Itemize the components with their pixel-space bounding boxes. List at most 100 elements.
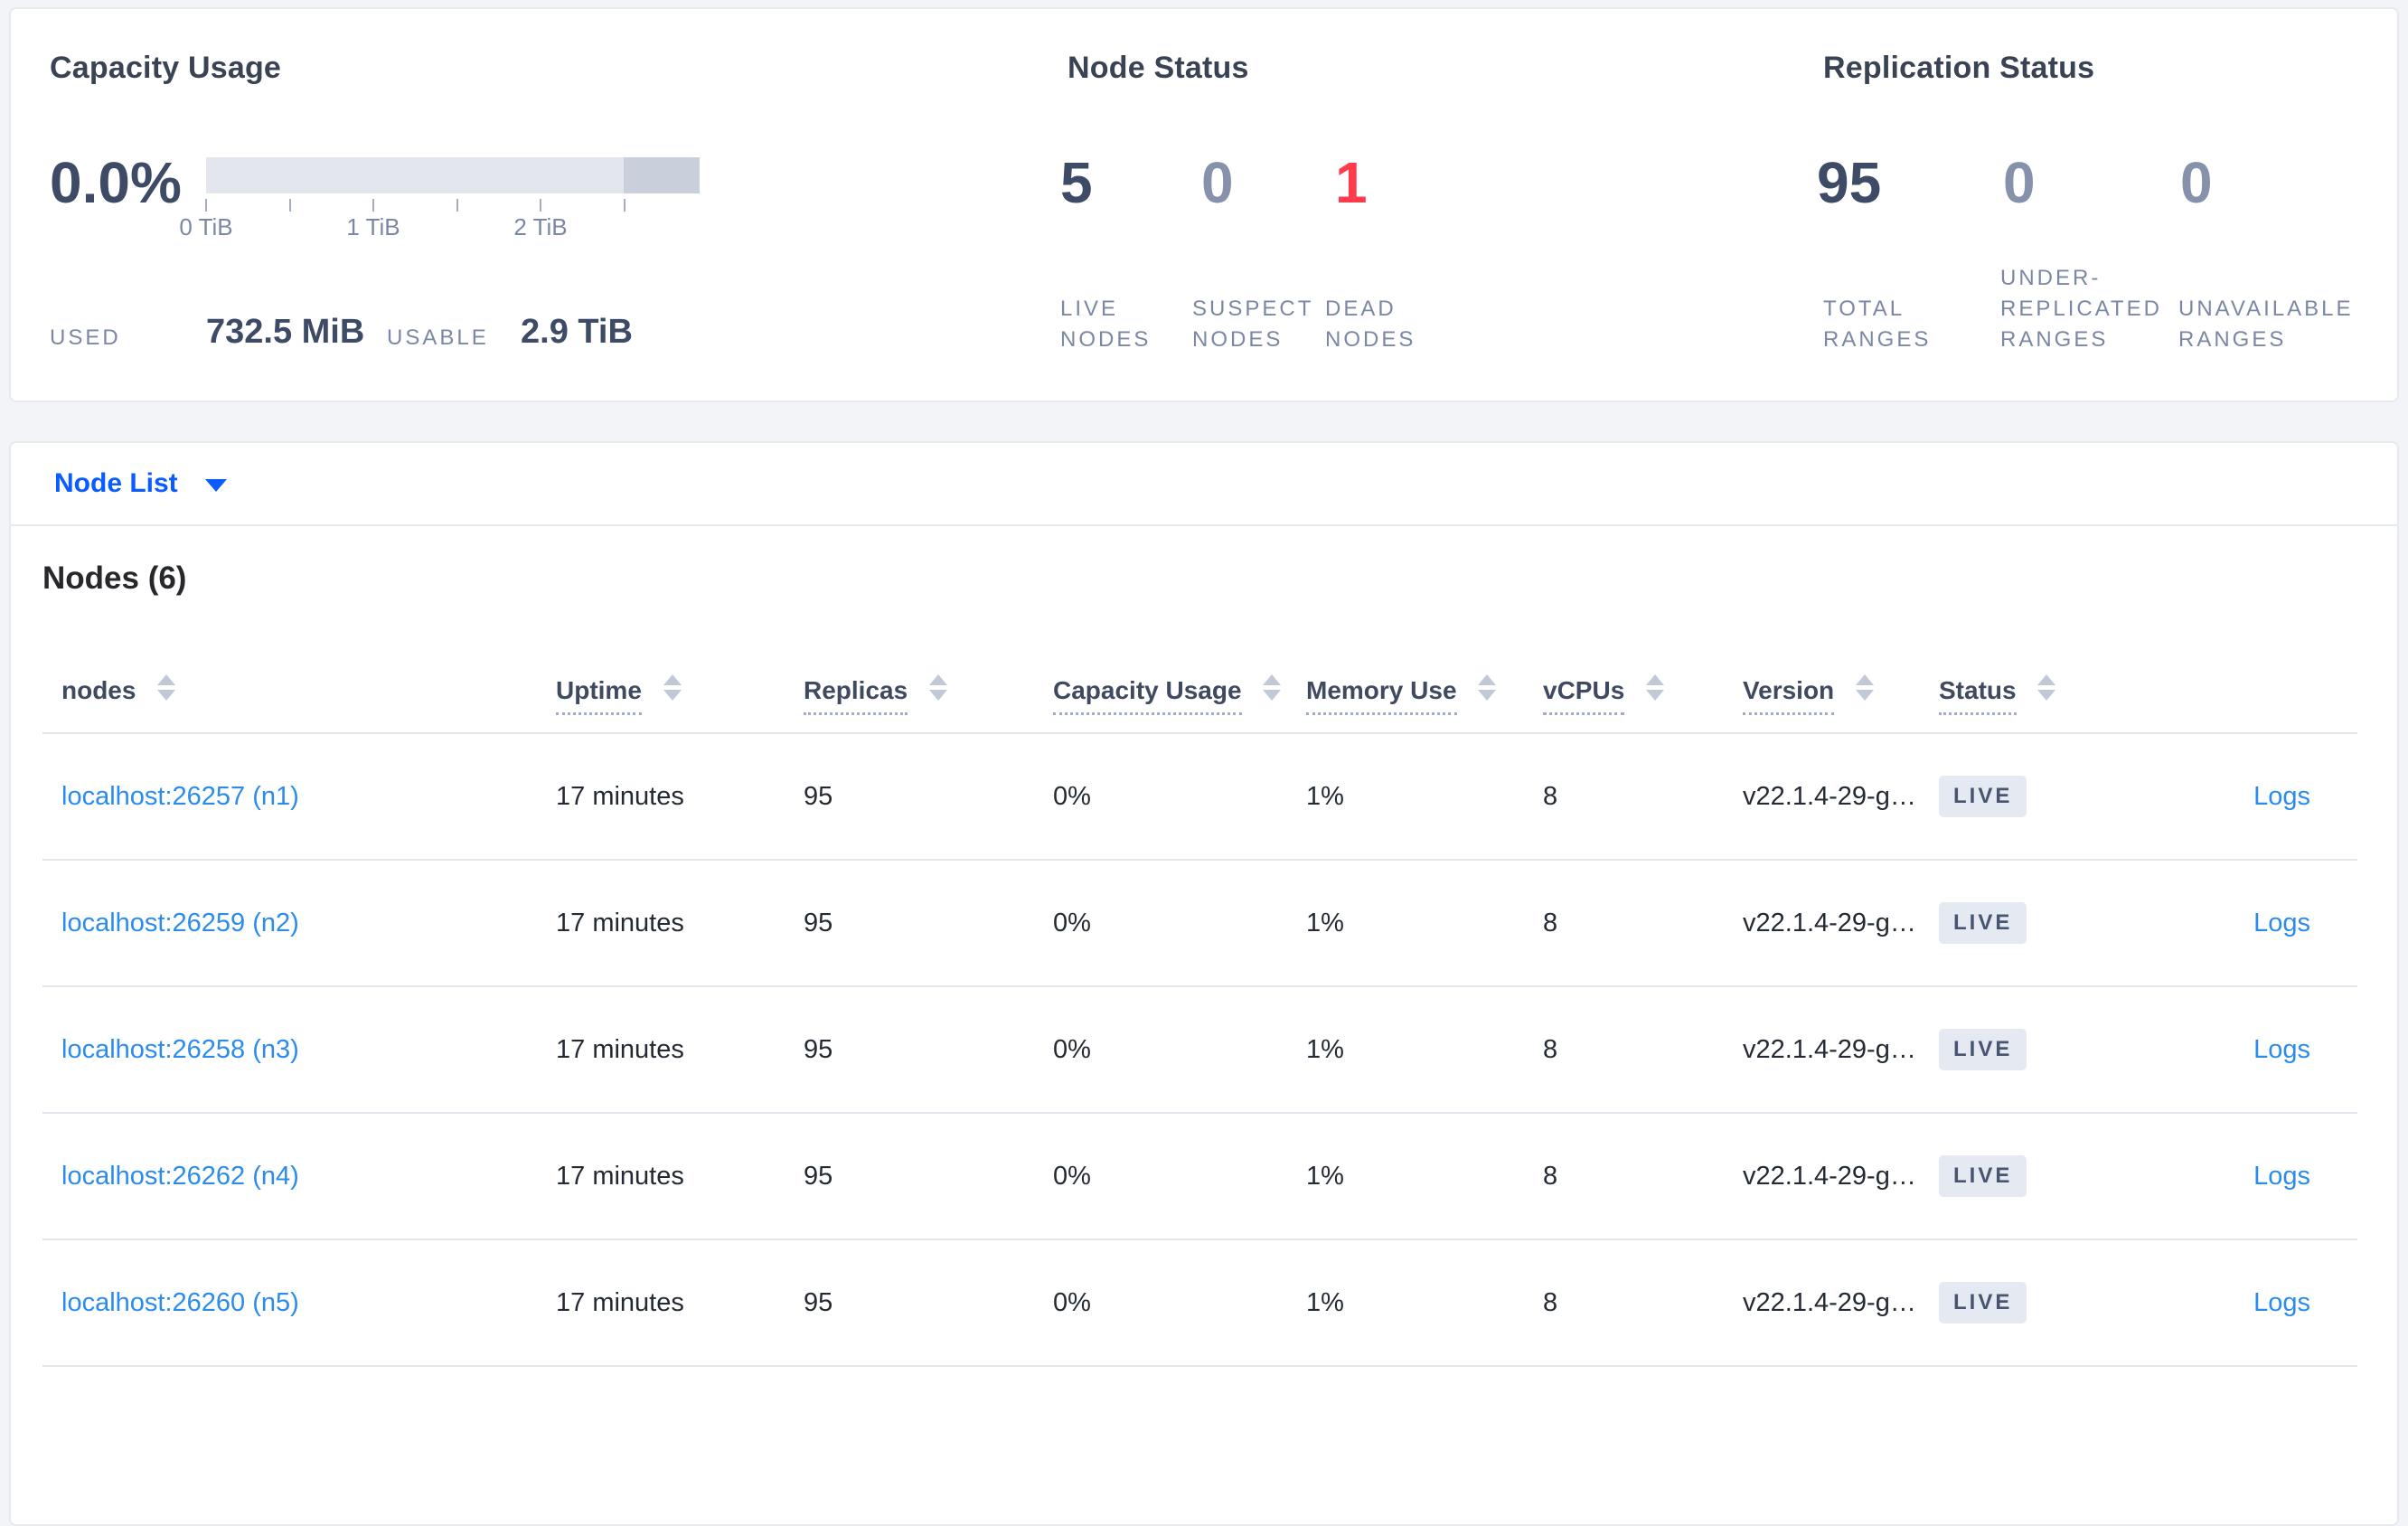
column-header-status[interactable]: Status (1920, 597, 2114, 734)
node-list-dropdown[interactable]: Node List (11, 443, 2397, 526)
version-cell: v22.1.4-29-g… (1724, 986, 1920, 1114)
under-replicated-ranges-label: UNDER- REPLICATED RANGES (2000, 266, 2162, 352)
vcpus-cell: 8 (1524, 1239, 1724, 1367)
node-address-cell: localhost:26259 (n2) (42, 860, 537, 987)
sort-icon (663, 674, 682, 702)
status-badge: LIVE (1939, 1029, 2027, 1070)
uptime-cell: 17 minutes (537, 733, 785, 861)
uptime-cell: 17 minutes (537, 986, 785, 1114)
status-badge: LIVE (1939, 776, 2027, 817)
uptime-cell: 17 minutes (537, 860, 785, 987)
node-address-link[interactable]: localhost:26262 (n4) (61, 1161, 299, 1191)
sort-icon (1855, 674, 1874, 702)
logs-cell: Logs (2114, 986, 2357, 1114)
replicas-cell: 95 (785, 1239, 1034, 1367)
status-badge: LIVE (1939, 1155, 2027, 1197)
vcpus-cell: 8 (1524, 860, 1724, 987)
sort-icon (928, 674, 947, 702)
logs-cell: Logs (2114, 1239, 2357, 1367)
column-header-version[interactable]: Version (1724, 597, 1920, 734)
logs-cell: Logs (2114, 860, 2357, 987)
status-cell: LIVE (1920, 733, 2114, 861)
node-address-cell: localhost:26260 (n5) (42, 1239, 537, 1367)
column-header-capacity-usage[interactable]: Capacity Usage (1034, 597, 1287, 734)
uptime-cell: 17 minutes (537, 1239, 785, 1367)
capacity-usage-title: Capacity Usage (50, 51, 282, 85)
uptime-cell: 17 minutes (537, 1113, 785, 1240)
total-ranges-count: 95 (1817, 150, 1882, 215)
dead-nodes-count: 1 (1335, 150, 1368, 215)
live-nodes-count: 5 (1060, 150, 1093, 215)
column-header-vcpus[interactable]: vCPUs (1524, 597, 1724, 734)
node-address-link[interactable]: localhost:26260 (n5) (61, 1287, 299, 1317)
chevron-down-icon (204, 479, 227, 492)
capacity-cell: 0% (1034, 1239, 1287, 1367)
live-nodes-label: LIVE NODES (1060, 297, 1152, 352)
column-header-uptime[interactable]: Uptime (537, 597, 785, 734)
usable-value: 2.9 TiB (521, 313, 633, 351)
table-row: localhost:26260 (n5) 17 minutes 95 0% 1%… (42, 1239, 2357, 1367)
cluster-summary-card: Capacity Usage 0.0% 0 TiB 1 TiB 2 TiB US… (9, 7, 2399, 402)
total-ranges-label: TOTAL RANGES (1823, 297, 1932, 352)
column-header-replicas[interactable]: Replicas (785, 597, 1034, 734)
node-address-link[interactable]: localhost:26258 (n3) (61, 1034, 299, 1064)
axis-tick (289, 199, 291, 212)
status-cell: LIVE (1920, 1113, 2114, 1240)
replicas-cell: 95 (785, 733, 1034, 861)
capacity-cell: 0% (1034, 860, 1287, 987)
node-address-cell: localhost:26257 (n1) (42, 733, 537, 861)
logs-cell: Logs (2114, 1113, 2357, 1240)
node-address-link[interactable]: localhost:26257 (n1) (61, 781, 299, 811)
replication-status-title: Replication Status (1823, 51, 2095, 85)
memory-cell: 1% (1287, 733, 1524, 861)
suspect-nodes-count: 0 (1201, 150, 1234, 215)
status-badge: LIVE (1939, 1282, 2027, 1323)
table-header-row: nodes Uptime Replicas Capacity Usage Mem… (42, 597, 2357, 734)
status-cell: LIVE (1920, 986, 2114, 1114)
memory-cell: 1% (1287, 1113, 1524, 1240)
suspect-nodes-label: SUSPECT NODES (1192, 297, 1314, 352)
vcpus-cell: 8 (1524, 1113, 1724, 1240)
sort-icon (1263, 674, 1282, 702)
axis-tick (372, 199, 374, 212)
nodes-table: nodes Uptime Replicas Capacity Usage Mem… (42, 597, 2357, 1367)
table-row: localhost:26259 (n2) 17 minutes 95 0% 1%… (42, 860, 2357, 987)
used-label: USED (50, 325, 121, 350)
tick-label-0tib: 0 TiB (179, 213, 233, 240)
vcpus-cell: 8 (1524, 733, 1724, 861)
table-row: localhost:26258 (n3) 17 minutes 95 0% 1%… (42, 986, 2357, 1114)
capacity-usage-bar (206, 157, 700, 193)
status-cell: LIVE (1920, 860, 2114, 987)
axis-tick (540, 199, 541, 212)
logs-link[interactable]: Logs (2253, 908, 2310, 937)
capacity-cell: 0% (1034, 1113, 1287, 1240)
sort-icon (1646, 674, 1665, 702)
axis-tick (456, 199, 458, 212)
node-list-card: Node List Nodes (6) nodes Uptime Replica… (9, 441, 2399, 1526)
used-value: 732.5 MiB (206, 313, 365, 351)
axis-tick (624, 199, 626, 212)
logs-link[interactable]: Logs (2253, 781, 2310, 811)
unavailable-ranges-count: 0 (2180, 150, 2213, 215)
memory-cell: 1% (1287, 1239, 1524, 1367)
capacity-bar-dark-segment (624, 157, 700, 193)
nodes-section-title: Nodes (6) (42, 560, 187, 596)
table-row: localhost:26257 (n1) 17 minutes 95 0% 1%… (42, 733, 2357, 861)
memory-cell: 1% (1287, 860, 1524, 987)
sort-icon (2037, 674, 2056, 702)
tick-label-1tib: 1 TiB (346, 213, 400, 240)
logs-link[interactable]: Logs (2253, 1287, 2310, 1317)
column-header-nodes[interactable]: nodes (42, 597, 537, 734)
sort-icon (1478, 674, 1497, 702)
table-row: localhost:26262 (n4) 17 minutes 95 0% 1%… (42, 1113, 2357, 1240)
node-list-dropdown-label: Node List (54, 468, 178, 498)
under-replicated-ranges-count: 0 (2003, 150, 2036, 215)
version-cell: v22.1.4-29-g… (1724, 860, 1920, 987)
usable-label: USABLE (387, 325, 489, 350)
logs-link[interactable]: Logs (2253, 1034, 2310, 1064)
replicas-cell: 95 (785, 860, 1034, 987)
column-header-memory-use[interactable]: Memory Use (1287, 597, 1524, 734)
logs-link[interactable]: Logs (2253, 1161, 2310, 1191)
replicas-cell: 95 (785, 1113, 1034, 1240)
node-address-link[interactable]: localhost:26259 (n2) (61, 908, 299, 937)
